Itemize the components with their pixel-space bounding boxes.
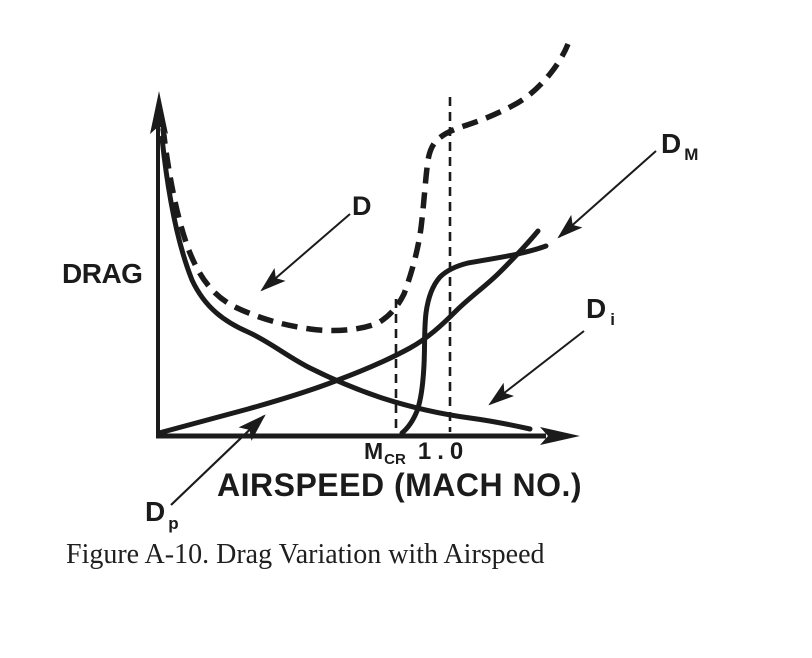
mcr-tick-subscript: CR — [384, 451, 406, 468]
x-axis-arrowhead-icon — [540, 427, 580, 445]
total-drag-label: D — [352, 191, 372, 221]
mach-one-tick: 1.0 — [417, 438, 470, 465]
parasite-drag-label-base: D — [145, 496, 166, 527]
parasite-drag-label-subscript: p — [168, 514, 179, 533]
total-drag-curve — [160, 42, 571, 334]
mach-drag-leader-arrow — [557, 150, 657, 239]
total-drag-leader-arrow — [260, 213, 351, 292]
x-axis-title: AIRSPEED (MACH NO.) — [217, 467, 583, 503]
induced-drag-curve — [159, 135, 533, 432]
y-axis-arrowhead-icon — [150, 91, 168, 134]
induced-drag-label-base: D — [586, 293, 607, 324]
figure-caption: Figure A-10. Drag Variation with Airspee… — [66, 539, 545, 570]
mach-drag-label-subscript: M — [684, 145, 699, 164]
parasite-drag-leader-arrow — [170, 414, 266, 506]
induced-drag-label-subscript: i — [610, 310, 615, 329]
y-axis-title: DRAG — [62, 258, 143, 289]
x-axis-ticks: MCR 1.0 — [364, 438, 470, 468]
mach-drag-curve — [399, 243, 549, 436]
parasite-drag-curve — [156, 228, 541, 436]
induced-drag-leader-arrow — [488, 330, 585, 406]
mcr-tick-base: M — [364, 438, 384, 464]
mach-drag-label-base: D — [661, 128, 682, 159]
